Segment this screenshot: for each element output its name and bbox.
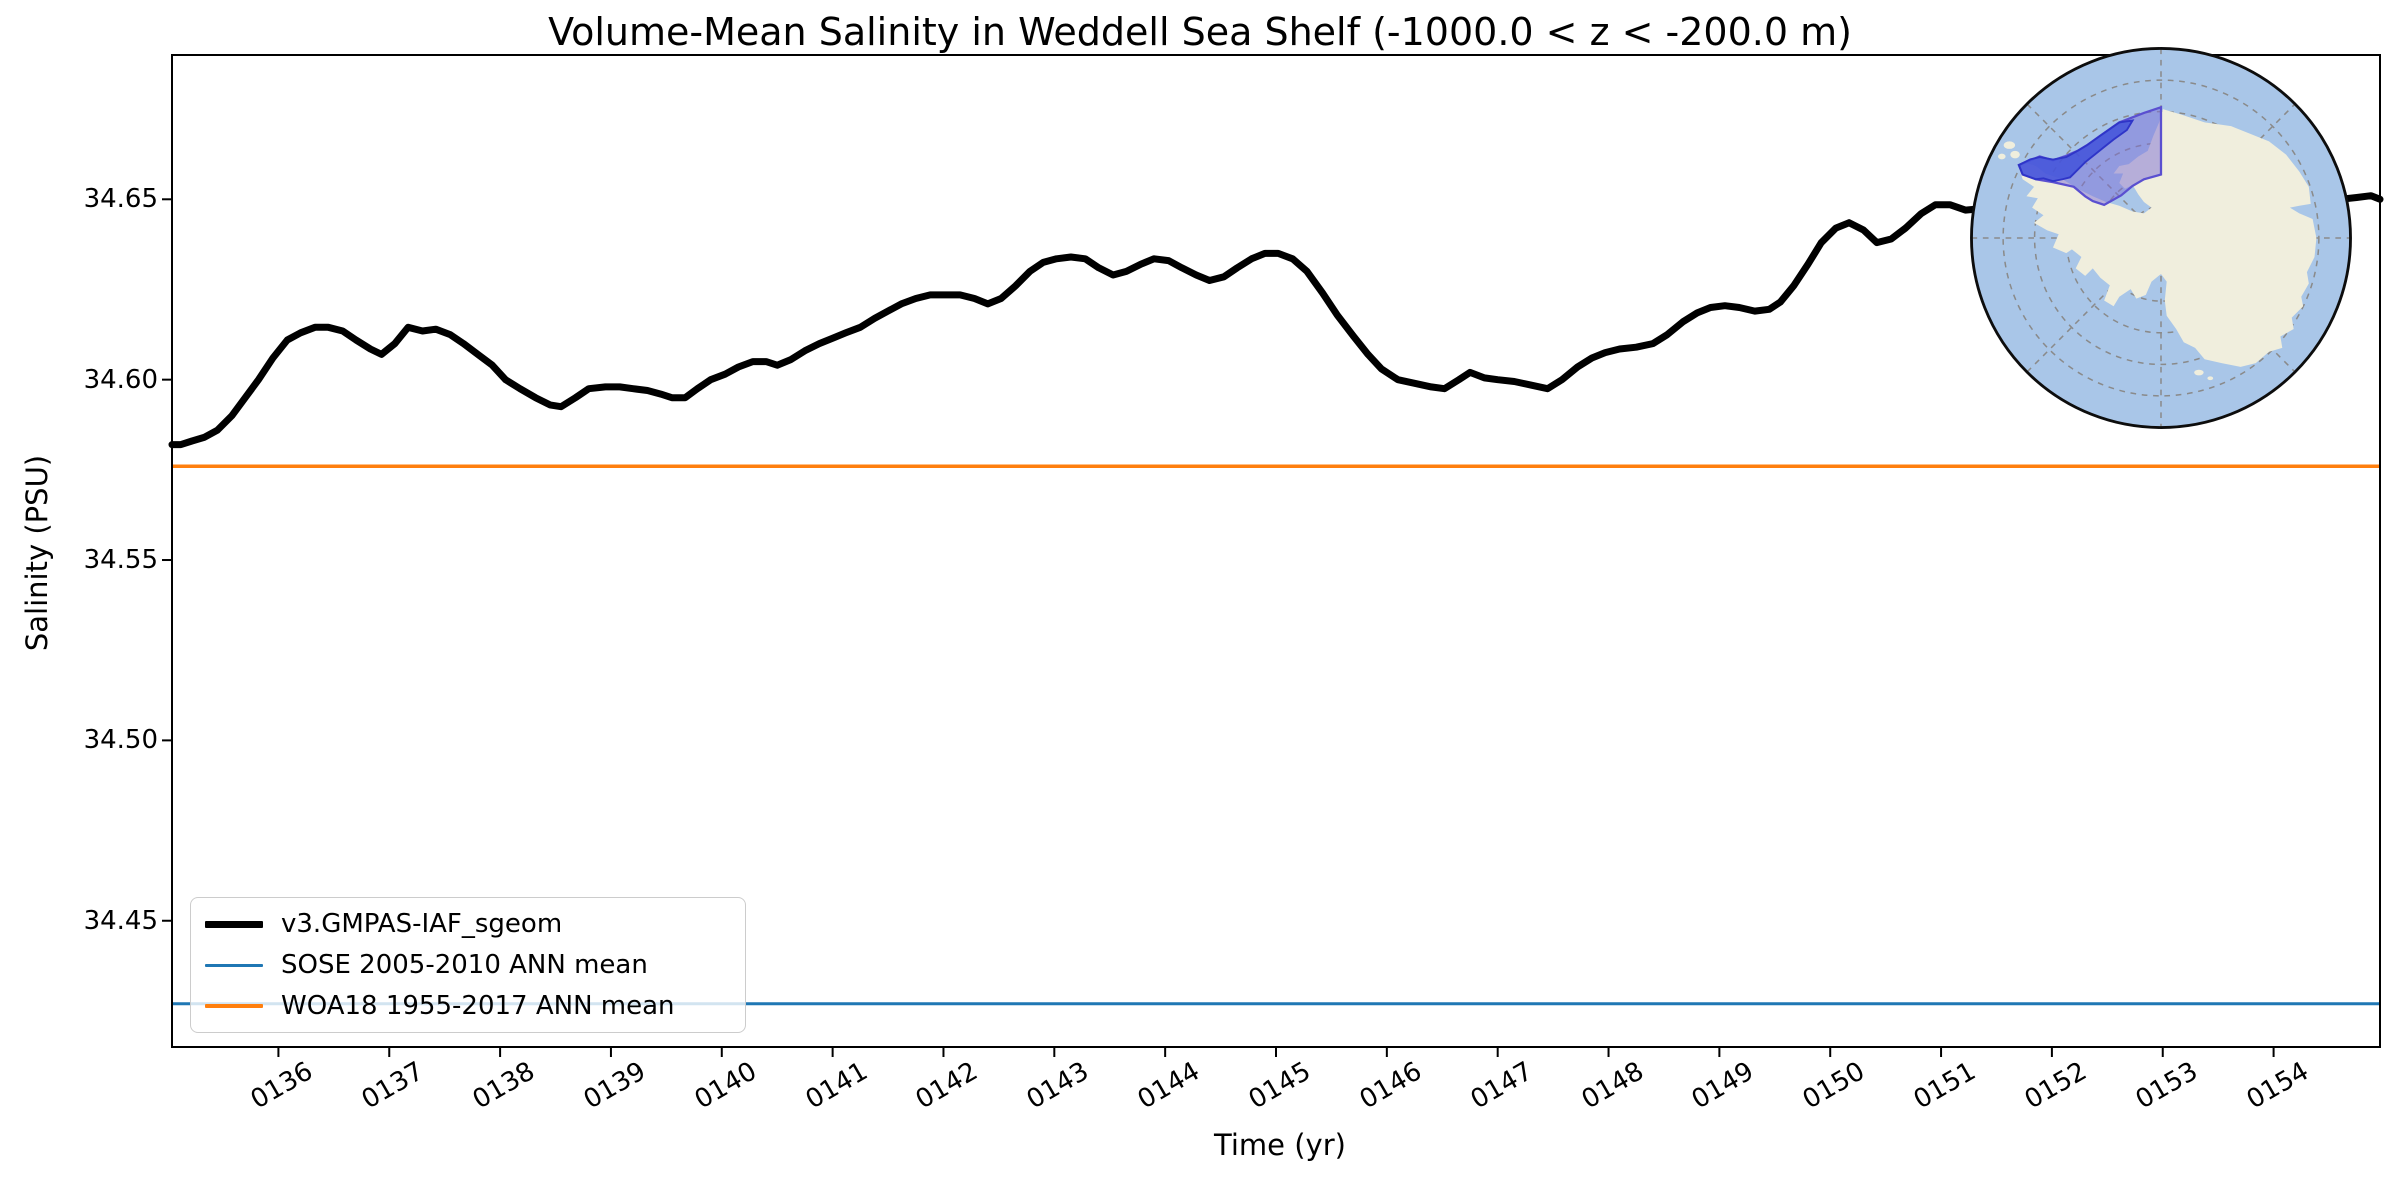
legend-item-model: v3.GMPAS-IAF_sgeom [191, 908, 745, 940]
y-tick-label: 34.60 [83, 364, 158, 395]
salinity-timeseries-line [168, 183, 2384, 449]
legend-label: SOSE 2005-2010 ANN mean [281, 950, 648, 980]
island [2194, 369, 2204, 376]
woa18-line-swatch [205, 1004, 263, 1008]
tick-marks [162, 198, 2275, 1057]
chart-title: Volume-Mean Salinity in Weddell Sea Shel… [548, 10, 1852, 54]
legend-label: WOA18 1955-2017 ANN mean [281, 991, 675, 1021]
island [1998, 153, 2006, 160]
x-axis-label: Time (yr) [1214, 1128, 1346, 1162]
antarctica-landmass [1998, 109, 2317, 381]
sose-line-swatch [205, 963, 263, 967]
model-line-swatch [205, 920, 263, 928]
legend-label: v3.GMPAS-IAF_sgeom [281, 909, 563, 939]
legend-item-woa18: WOA18 1955-2017 ANN mean [191, 990, 745, 1022]
island [2010, 150, 2020, 159]
legend-item-sose: SOSE 2005-2010 ANN mean [191, 949, 745, 981]
series-line [168, 183, 2384, 449]
y-tick-label: 34.50 [83, 725, 158, 756]
island [2003, 141, 2016, 149]
weddell-shelf-highlight [2017, 119, 2135, 183]
island [2207, 376, 2214, 381]
y-tick-label: 34.65 [83, 184, 158, 215]
antarctica-map-inset [1970, 47, 2352, 429]
map-border [1970, 47, 2352, 429]
y-tick-label: 34.45 [83, 905, 158, 936]
y-tick-label: 34.55 [83, 545, 158, 576]
legend: v3.GMPAS-IAF_sgeom SOSE 2005-2010 ANN me… [190, 897, 746, 1033]
